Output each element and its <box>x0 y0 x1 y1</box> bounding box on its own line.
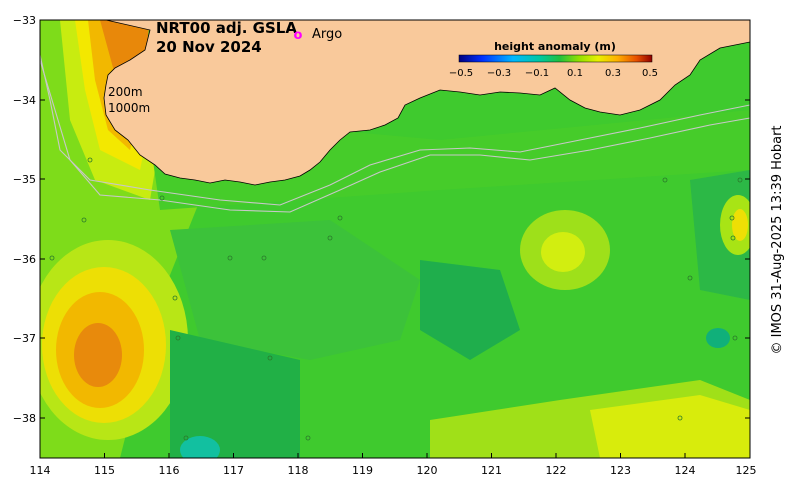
x-tick-label: 118 <box>288 464 309 477</box>
argo-legend-icon: o <box>294 28 303 43</box>
y-tick-label: −38 <box>13 412 36 425</box>
colorbar-tick-label: 0.1 <box>567 68 583 79</box>
x-tick-label: 117 <box>223 464 244 477</box>
map-title: NRT00 adj. GSLA <box>156 19 297 37</box>
colorbar-tick-label: −0.1 <box>525 68 549 79</box>
colorbar-title: height anomaly (m) <box>494 40 616 53</box>
colorbar: height anomaly (m) −0.5 −0.3 −0.1 0.1 0.… <box>449 40 658 79</box>
credit-text: © IMOS 31-Aug-2025 13:39 Hobart <box>770 125 785 354</box>
argo-legend-label: Argo <box>312 27 342 42</box>
x-tick-label: 125 <box>736 464 757 477</box>
plot-frame <box>39 19 751 459</box>
depth-label-1000m: 1000m <box>108 101 150 115</box>
colorbar-tick-label: −0.3 <box>487 68 511 79</box>
depth-label-200m: 200m <box>108 85 143 99</box>
y-tick-label: −33 <box>13 14 36 27</box>
x-tick-label: 116 <box>159 464 180 477</box>
anomaly-field <box>40 20 750 458</box>
isobath-1000m <box>40 59 750 213</box>
y-tick-label: −37 <box>13 332 36 345</box>
colorbar-tick-label: 0.5 <box>642 68 658 79</box>
x-tick-label: 122 <box>546 464 567 477</box>
x-tick-label: 124 <box>675 464 696 477</box>
y-tick-label: −35 <box>13 173 36 186</box>
map-date: 20 Nov 2024 <box>156 38 262 56</box>
x-tick-label: 114 <box>30 464 51 477</box>
colorbar-tick-label: 0.3 <box>605 68 621 79</box>
x-axis: 114 115 116 117 118 119 120 121 122 123 … <box>30 453 757 477</box>
x-tick-label: 119 <box>352 464 373 477</box>
x-tick-label: 123 <box>610 464 631 477</box>
y-tick-label: −36 <box>13 253 36 266</box>
argo-markers <box>49 157 743 441</box>
x-tick-label: 115 <box>94 464 115 477</box>
y-axis: −33 −34 −35 −36 −37 −38 <box>13 14 750 425</box>
x-tick-label: 120 <box>417 464 438 477</box>
colorbar-gradient <box>458 54 653 63</box>
colorbar-tick-label: −0.5 <box>449 68 473 79</box>
y-tick-label: −34 <box>13 94 36 107</box>
x-tick-label: 121 <box>481 464 502 477</box>
